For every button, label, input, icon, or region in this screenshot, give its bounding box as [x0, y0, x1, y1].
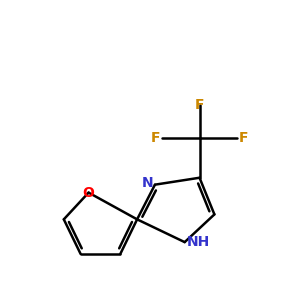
Text: F: F [150, 131, 160, 145]
Text: N: N [141, 176, 153, 190]
Text: F: F [239, 131, 249, 145]
Text: NH: NH [187, 235, 210, 249]
Text: O: O [82, 186, 94, 200]
Text: F: F [195, 98, 204, 112]
